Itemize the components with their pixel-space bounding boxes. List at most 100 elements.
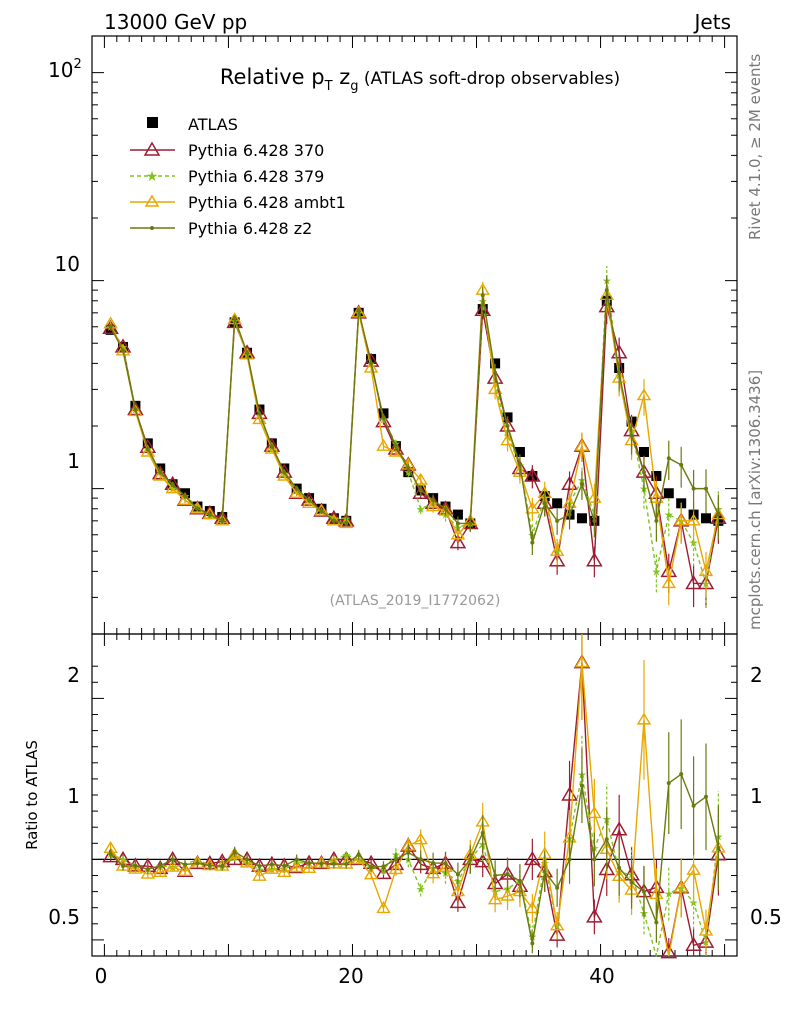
legend-label-ambt1: Pythia 6.428 ambt1 [188, 193, 346, 212]
ratio-point-pythia-6-428-370 [660, 944, 678, 959]
title-sub-g: g [350, 79, 358, 94]
ratio-point-pythia-6-428-z2 [480, 830, 485, 835]
ratio-line-pythia-6-428-ambt1 [110, 662, 720, 957]
point-pythia-6-428-ambt1 [326, 513, 342, 526]
ratio-point-pythia-6-428-ambt1 [587, 806, 602, 819]
ratio-point-pythia-6-428-z2 [579, 783, 584, 788]
ratio-point-pythia-6-428-z2 [555, 885, 560, 890]
point-pythia-6-428-z2 [121, 348, 126, 353]
ratio-point-pythia-6-428-z2 [406, 850, 411, 855]
point-pythia-6-428-z2 [443, 506, 448, 511]
point-pythia-6-428-ambt1 [500, 433, 515, 446]
point-atlas [552, 498, 563, 509]
legend-marker-z2 [150, 226, 154, 230]
ratio-point-pythia-6-428-z2 [381, 864, 386, 869]
ratio-point-pythia-6-428-z2 [158, 863, 163, 868]
point-pythia-6-428-z2 [468, 521, 473, 526]
point-pythia-6-428-z2 [369, 361, 374, 366]
point-pythia-6-428-370 [412, 484, 430, 500]
point-atlas [638, 446, 649, 457]
point-pythia-6-428-z2 [431, 498, 436, 503]
ratio-point-pythia-6-428-ambt1 [450, 884, 466, 897]
point-pythia-6-428-ambt1 [252, 412, 267, 425]
point-atlas [514, 446, 525, 457]
point-atlas [142, 438, 153, 449]
point-atlas [490, 358, 501, 369]
ratio-line-pythia-6-428-370 [110, 662, 720, 953]
point-pythia-6-428-ambt1 [549, 543, 565, 556]
point-pythia-6-428-z2 [220, 518, 225, 523]
legend-marker-atlas [147, 117, 158, 128]
point-pythia-6-428-ambt1 [140, 444, 156, 457]
point-pythia-6-428-z2 [455, 521, 460, 526]
ratio-point-pythia-6-428-z2 [455, 872, 460, 877]
point-pythia-6-428-ambt1 [450, 527, 466, 540]
ratio-point-pythia-6-428-ambt1 [128, 861, 143, 874]
ratio-point-pythia-6-428-z2 [245, 857, 250, 862]
point-pythia-6-428-379: ★ [664, 509, 674, 522]
point-pythia-6-428-z2 [195, 506, 200, 511]
ratio-point-pythia-6-428-z2 [257, 864, 262, 869]
ratio-point-pythia-6-428-z2 [679, 772, 684, 777]
point-pythia-6-428-ambt1 [661, 576, 677, 589]
ratio-point-pythia-6-428-ambt1 [636, 712, 652, 725]
point-pythia-6-428-z2 [245, 350, 250, 355]
legend: ATLAS Pythia 6.428 370 ★ Pythia 6.428 37… [130, 115, 346, 238]
axis-ticks [92, 36, 737, 956]
ratio-y-axis-label: Ratio to ATLAS [23, 740, 41, 850]
x-tick-40: 40 [589, 964, 614, 988]
point-atlas [279, 463, 290, 474]
ratio-point-pythia-6-428-z2 [269, 862, 274, 867]
ratio-point-pythia-6-428-370 [610, 821, 628, 836]
ratio-point-pythia-6-428-ambt1 [363, 867, 379, 880]
point-pythia-6-428-z2 [344, 521, 349, 526]
point-pythia-6-428-z2 [617, 370, 622, 375]
ratio-point-pythia-6-428-z2 [505, 872, 510, 877]
point-pythia-6-428-z2 [133, 407, 138, 412]
point-pythia-6-428-ambt1 [363, 360, 379, 373]
ratio-point-pythia-6-428-370 [685, 936, 702, 952]
ratio-point-pythia-6-428-z2 [319, 861, 324, 866]
point-pythia-6-428-ambt1 [264, 441, 280, 454]
ratio-point-pythia-6-428-z2 [592, 857, 597, 862]
header-left: 13000 GeV pp [104, 10, 247, 34]
chart-title: Relative pT zg (ATLAS soft-drop observab… [220, 65, 620, 94]
point-pythia-6-428-ambt1 [574, 438, 590, 451]
point-pythia-6-428-ambt1 [190, 501, 205, 514]
point-atlas [254, 404, 265, 415]
point-pythia-6-428-z2 [282, 470, 287, 475]
ratio-point-pythia-6-428-z2 [294, 857, 299, 862]
ratio-point-pythia-6-428-ambt1 [388, 862, 404, 875]
ratio-point-pythia-6-428-z2 [604, 837, 609, 842]
point-pythia-6-428-370 [127, 401, 144, 416]
ratio-point-pythia-6-428-z2 [369, 865, 374, 870]
ratio-point-pythia-6-428-ambt1 [673, 880, 689, 893]
ratio-point-pythia-6-428-z2 [307, 860, 312, 865]
point-pythia-6-428-z2 [393, 444, 398, 449]
point-pythia-6-428-ambt1 [525, 501, 540, 514]
ratio-point-pythia-6-428-ambt1 [574, 655, 590, 668]
point-pythia-6-428-z2 [530, 540, 535, 545]
main-y-tick-100-exp: 2 [73, 57, 81, 72]
point-pythia-6-428-z2 [207, 512, 212, 517]
ratio-point-pythia-6-428-z2 [629, 880, 634, 885]
point-pythia-6-428-ambt1 [425, 499, 441, 512]
point-pythia-6-428-z2 [517, 462, 522, 467]
point-pythia-6-428-ambt1 [649, 490, 664, 503]
ratio-point-pythia-6-428-z2 [170, 857, 175, 862]
title-sub-t: T [324, 79, 333, 94]
ratio-point-pythia-6-428-370 [548, 926, 566, 941]
ratio-point-pythia-6-428-z2 [493, 873, 498, 878]
ratio-point-pythia-6-428-ambt1 [252, 868, 267, 881]
ratio-point-pythia-6-428-z2 [443, 861, 448, 866]
legend-marker-379: ★ [146, 169, 159, 185]
point-pythia-6-428-379: ★ [118, 341, 128, 354]
ratio-point-pythia-6-428-ambt1 [301, 860, 317, 874]
rivet-label: Rivet 4.1.0, ≥ 2M events [746, 54, 764, 240]
ratio-point-pythia-6-428-ambt1 [686, 862, 701, 875]
ratio-point-pythia-6-428-370 [375, 864, 392, 880]
ratio-point-pythia-6-428-ambt1 [413, 832, 428, 845]
point-pythia-6-428-z2 [654, 518, 659, 523]
point-atlas [576, 513, 587, 524]
